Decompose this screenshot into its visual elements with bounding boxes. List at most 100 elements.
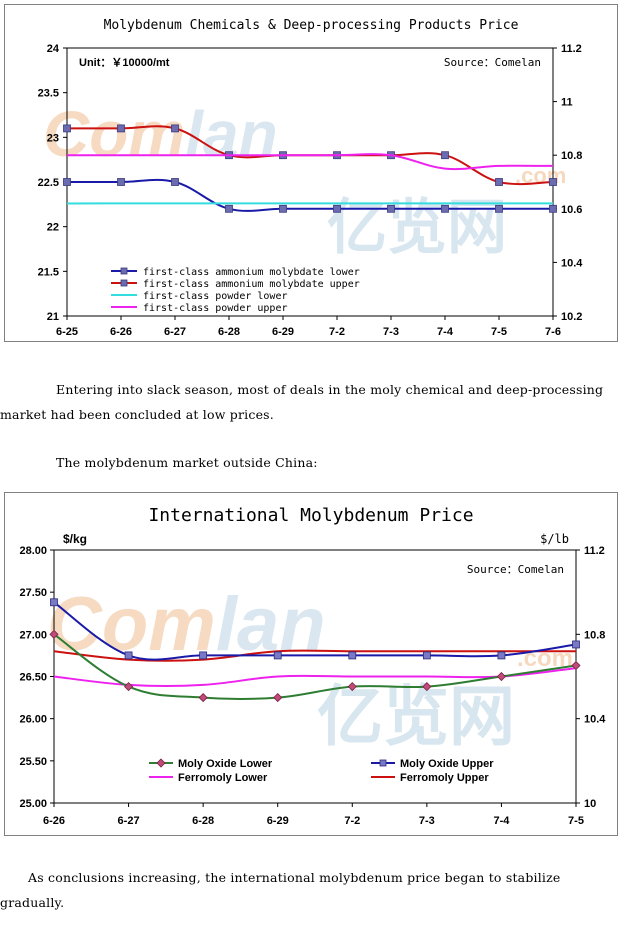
legend-label: Ferromoly Lower	[178, 772, 268, 784]
y-left-tick-label: 21.5	[38, 266, 59, 278]
x-tick-label: 6-28	[218, 326, 240, 338]
paragraph-stabilize: As conclusions increasing, the internati…	[0, 870, 561, 910]
chart-1-plot: Molybdenum Chemicals & Deep-processing P…	[38, 18, 584, 338]
y-right-tick-label: 11	[561, 97, 573, 109]
data-point	[495, 178, 503, 186]
y-left-tick-label: 25.50	[19, 756, 47, 768]
data-point	[422, 682, 432, 692]
y-right-tick-label: 10.8	[584, 629, 605, 641]
data-point	[549, 204, 557, 213]
x-tick-label: 6-28	[192, 815, 214, 827]
legend-label: first-class ammonium molybdate upper	[143, 279, 360, 290]
source-label: Source：Comelan	[444, 56, 541, 69]
legend-marker	[156, 758, 166, 768]
data-point	[225, 204, 233, 213]
data-point	[273, 651, 282, 660]
data-point	[333, 204, 341, 213]
legend-label: Ferromoly Upper	[400, 772, 489, 784]
data-point	[549, 178, 557, 186]
x-tick-label: 7-6	[545, 326, 561, 338]
data-point	[171, 124, 179, 133]
x-tick-label: 7-3	[419, 815, 435, 827]
data-point	[495, 204, 503, 213]
y-left-tick-label: 21	[47, 311, 59, 323]
data-point	[497, 651, 506, 660]
data-point	[348, 651, 357, 660]
y-right-tick-label: 11.2	[584, 545, 605, 557]
data-point	[50, 598, 58, 607]
y-right-tick-label: 10.4	[561, 257, 583, 269]
data-point	[117, 124, 125, 133]
y-right-tick-label: 10.4	[584, 714, 606, 726]
legend-label: Moly Oxide Upper	[400, 758, 494, 770]
data-point	[387, 204, 395, 213]
data-point	[199, 651, 208, 660]
international-price-chart: Comlan 亿览网 .com International Molybdenum…	[4, 492, 618, 836]
series-line-first-class-ammonium-molybdate-lower	[66, 178, 553, 212]
series-line-first-class-powder-upper	[67, 153, 554, 171]
data-point	[124, 682, 134, 692]
legend-label: first-class ammonium molybdate lower	[143, 267, 360, 278]
series-line-moly-oxide-lower	[53, 633, 577, 701]
left-unit-label: $/kg	[63, 532, 87, 546]
legend-marker	[120, 279, 128, 287]
y-left-tick-label: 27.00	[19, 629, 47, 641]
chart-2-plot: International Molybdenum Price $/kg $/lb So…	[19, 505, 606, 827]
data-point	[571, 660, 581, 671]
x-tick-label: 6-29	[272, 326, 294, 338]
data-point	[572, 640, 580, 649]
data-point	[63, 178, 71, 186]
paragraph-outside-china: The molybdenum market outside China:	[56, 455, 318, 470]
legend-marker	[120, 267, 128, 275]
y-left-tick-label: 28.00	[19, 545, 47, 557]
x-tick-label: 7-3	[383, 326, 399, 338]
legend-label: first-class powder lower	[143, 291, 288, 302]
x-tick-label: 7-5	[491, 326, 507, 338]
legend-label: Moly Oxide Lower	[178, 758, 273, 770]
x-tick-label: 6-26	[43, 815, 65, 827]
y-left-tick-label: 25.00	[19, 798, 47, 810]
data-point	[347, 682, 357, 692]
data-point	[117, 178, 125, 186]
x-tick-label: 6-27	[118, 815, 140, 827]
source-label: Source：Comelan	[467, 563, 564, 576]
legend-label: first-class powder upper	[143, 303, 288, 314]
chinese-price-chart: Comlan 亿览网 .com Molybdenum Chemicals & D…	[4, 4, 618, 342]
data-point	[441, 151, 449, 160]
y-left-tick-label: 26.50	[19, 672, 47, 684]
data-point	[279, 204, 287, 213]
y-left-tick-label: 27.50	[19, 587, 47, 599]
x-tick-label: 6-29	[267, 815, 289, 827]
data-point	[273, 693, 283, 703]
paragraph-slack-season: Entering into slack season, most of deal…	[0, 382, 604, 422]
y-right-tick-label: 10	[584, 798, 596, 810]
data-point	[171, 178, 179, 186]
x-tick-label: 6-27	[164, 326, 186, 338]
y-right-tick-label: 10.6	[561, 204, 582, 216]
data-point	[496, 671, 506, 682]
right-unit-label: $/lb	[540, 532, 569, 546]
data-point	[49, 629, 59, 639]
unit-label: Unit：￥10000/mt	[79, 57, 170, 69]
x-tick-label: 7-4	[437, 326, 454, 338]
x-tick-label: 7-5	[568, 815, 584, 827]
data-point	[422, 651, 431, 660]
data-point	[63, 124, 71, 133]
y-left-tick-label: 23	[47, 132, 59, 144]
chart-title: Molybdenum Chemicals & Deep-processing P…	[104, 18, 519, 33]
x-tick-label: 7-4	[493, 815, 510, 827]
y-left-tick-label: 22.5	[38, 177, 59, 189]
legend-marker	[379, 759, 387, 767]
x-tick-label: 6-25	[56, 326, 78, 338]
y-left-tick-label: 22	[47, 222, 59, 234]
data-point	[198, 693, 208, 703]
y-left-tick-label: 24	[47, 43, 60, 55]
series-line-ferromoly-upper	[53, 649, 576, 662]
x-tick-label: 7-2	[344, 815, 360, 827]
x-tick-label: 7-2	[329, 326, 345, 338]
y-right-tick-label: 11.2	[561, 43, 582, 55]
data-point	[441, 204, 449, 213]
x-tick-label: 6-26	[110, 326, 132, 338]
y-right-tick-label: 10.8	[561, 150, 582, 162]
data-point	[124, 651, 133, 660]
